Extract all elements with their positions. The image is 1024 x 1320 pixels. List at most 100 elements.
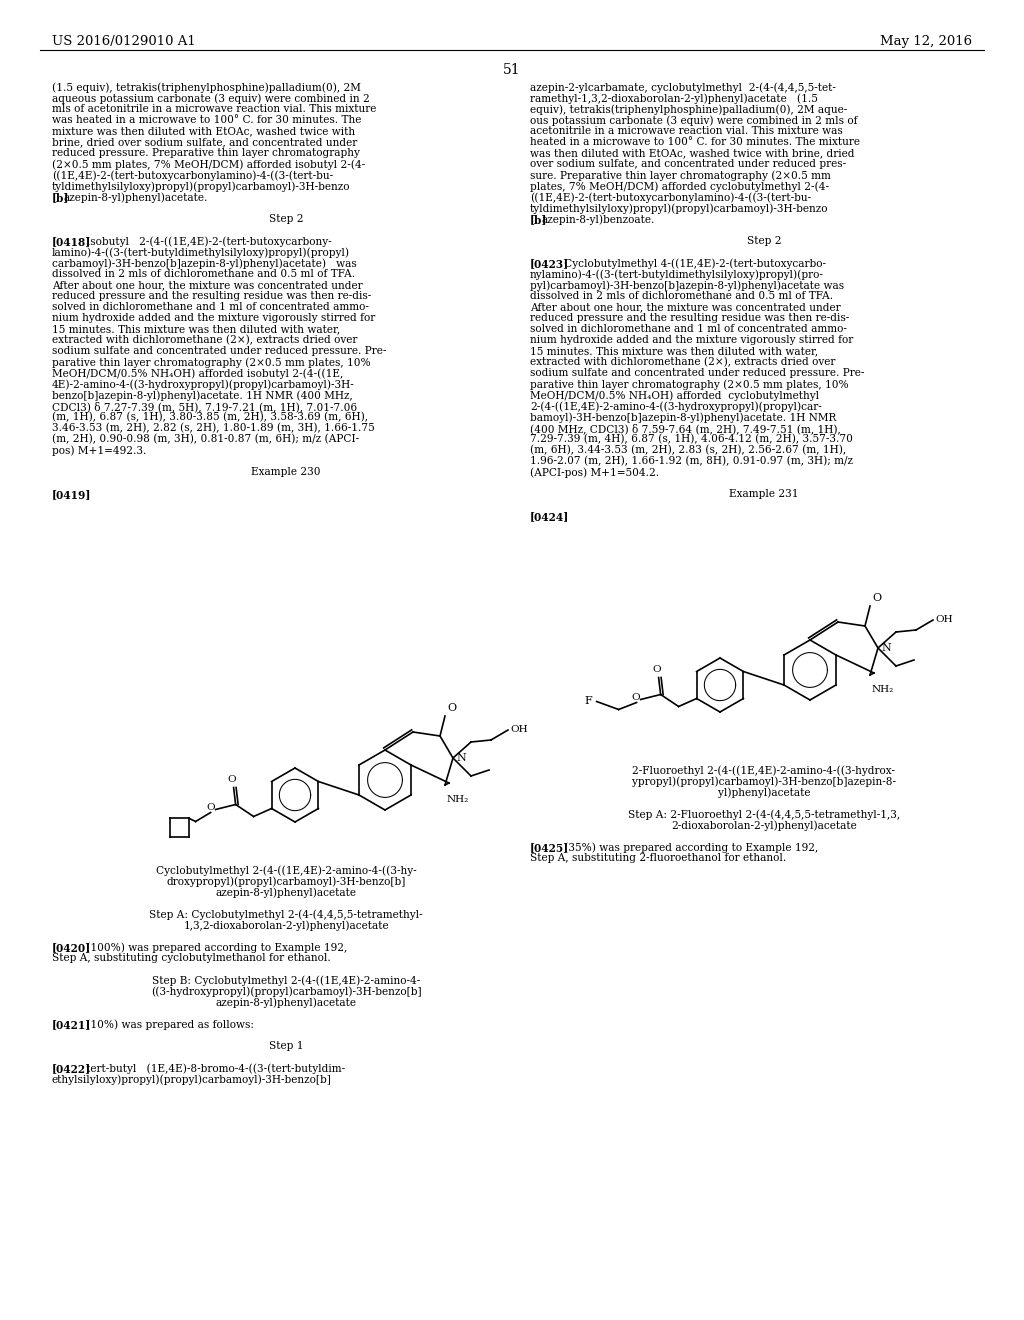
Text: azepin-2-ylcarbamate, cyclobutylmethyl  2-(4-(4,4,5,5-tet-: azepin-2-ylcarbamate, cyclobutylmethyl 2… — [530, 82, 836, 92]
Text: 2-(4-((1E,4E)-2-amino-4-((3-hydroxypropyl)(propyl)car-: 2-(4-((1E,4E)-2-amino-4-((3-hydroxypropy… — [530, 401, 821, 412]
Text: acetonitrile in a microwave reaction vial. This mixture was: acetonitrile in a microwave reaction via… — [530, 125, 843, 136]
Text: reduced pressure. Preparative thin layer chromatography: reduced pressure. Preparative thin layer… — [52, 148, 359, 158]
Text: ethylsilyloxy)propyl)(propyl)carbamoyl)-3H-benzo[b]: ethylsilyloxy)propyl)(propyl)carbamoyl)-… — [52, 1074, 332, 1085]
Text: reduced pressure and the resulting residue was then re-dis-: reduced pressure and the resulting resid… — [530, 313, 849, 323]
Text: 2-dioxaborolan-2-yl)phenyl)acetate: 2-dioxaborolan-2-yl)phenyl)acetate — [671, 820, 857, 830]
Text: Step A, substituting cyclobutylmethanol for ethanol.: Step A, substituting cyclobutylmethanol … — [52, 953, 331, 964]
Text: mixture was then diluted with EtOAc, washed twice with: mixture was then diluted with EtOAc, was… — [52, 125, 355, 136]
Text: NH₂: NH₂ — [872, 685, 894, 694]
Text: 3.46-3.53 (m, 2H), 2.82 (s, 2H), 1.80-1.89 (m, 3H), 1.66-1.75: 3.46-3.53 (m, 2H), 2.82 (s, 2H), 1.80-1.… — [52, 422, 375, 433]
Text: (2×0.5 mm plates, 7% MeOH/DCM) afforded isobutyl 2-(4-: (2×0.5 mm plates, 7% MeOH/DCM) afforded … — [52, 158, 366, 169]
Text: (100%) was prepared according to Example 192,: (100%) was prepared according to Example… — [76, 942, 347, 953]
Text: Cyclobutylmethyl 2-(4-((1E,4E)-2-amino-4-((3-hy-: Cyclobutylmethyl 2-(4-((1E,4E)-2-amino-4… — [156, 865, 417, 875]
Text: [0423]: [0423] — [530, 257, 569, 269]
Text: O: O — [227, 776, 236, 784]
Text: Cyclobutylmethyl 4-((1E,4E)-2-(tert-butoxycarbo-: Cyclobutylmethyl 4-((1E,4E)-2-(tert-buto… — [554, 257, 825, 268]
Text: brine, dried over sodium sulfate, and concentrated under: brine, dried over sodium sulfate, and co… — [52, 137, 357, 147]
Text: Step 1: Step 1 — [268, 1041, 303, 1051]
Text: 15 minutes. This mixture was then diluted with water,: 15 minutes. This mixture was then dilute… — [530, 346, 818, 356]
Text: reduced pressure and the resulting residue was then re-dis-: reduced pressure and the resulting resid… — [52, 290, 372, 301]
Text: tyldimethylsilyloxy)propyl)(propyl)carbamoyl)-3H-benzo: tyldimethylsilyloxy)propyl)(propyl)carba… — [52, 181, 350, 191]
Text: solved in dichloromethane and 1 ml of concentrated ammo-: solved in dichloromethane and 1 ml of co… — [52, 302, 369, 312]
Text: [b]: [b] — [52, 191, 70, 203]
Text: parative thin layer chromatography (2×0.5 mm plates, 10%: parative thin layer chromatography (2×0.… — [530, 379, 849, 389]
Text: heated in a microwave to 100° C. for 30 minutes. The mixture: heated in a microwave to 100° C. for 30 … — [530, 137, 860, 147]
Text: MeOH/DCM/0.5% NH₄OH) afforded  cyclobutylmethyl: MeOH/DCM/0.5% NH₄OH) afforded cyclobutyl… — [530, 389, 819, 400]
Text: ((3-hydroxypropyl)(propyl)carbamoyl)-3H-benzo[b]: ((3-hydroxypropyl)(propyl)carbamoyl)-3H-… — [151, 986, 421, 997]
Text: NH₂: NH₂ — [447, 795, 469, 804]
Text: nium hydroxide added and the mixture vigorously stirred for: nium hydroxide added and the mixture vig… — [52, 313, 375, 323]
Text: ypropyl)(propyl)carbamoyl)-3H-benzo[b]azepin-8-: ypropyl)(propyl)carbamoyl)-3H-benzo[b]az… — [632, 776, 896, 787]
Text: solved in dichloromethane and 1 ml of concentrated ammo-: solved in dichloromethane and 1 ml of co… — [530, 323, 847, 334]
Text: [0419]: [0419] — [52, 488, 91, 500]
Text: dissolved in 2 mls of dichloromethane and 0.5 ml of TFA.: dissolved in 2 mls of dichloromethane an… — [530, 290, 834, 301]
Text: aqueous potassium carbonate (3 equiv) were combined in 2: aqueous potassium carbonate (3 equiv) we… — [52, 92, 370, 103]
Text: O: O — [872, 593, 881, 603]
Text: equiv), tetrakis(triphenylphosphine)palladium(0), 2M aque-: equiv), tetrakis(triphenylphosphine)pall… — [530, 104, 847, 115]
Text: tert-butyl   (1E,4E)-8-bromo-4-((3-(tert-butyldim-: tert-butyl (1E,4E)-8-bromo-4-((3-(tert-b… — [76, 1063, 345, 1073]
Text: extracted with dichloromethane (2×), extracts dried over: extracted with dichloromethane (2×), ext… — [530, 356, 836, 367]
Text: (35%) was prepared according to Example 192,: (35%) was prepared according to Example … — [554, 842, 818, 853]
Text: (m, 2H), 0.90-0.98 (m, 3H), 0.81-0.87 (m, 6H); m/z (APCI-: (m, 2H), 0.90-0.98 (m, 3H), 0.81-0.87 (m… — [52, 434, 359, 445]
Text: sodium sulfate and concentrated under reduced pressure. Pre-: sodium sulfate and concentrated under re… — [530, 368, 864, 378]
Text: [0421]: [0421] — [52, 1019, 91, 1030]
Text: CDCl3) δ 7.27-7.39 (m, 5H), 7.19-7.21 (m, 1H), 7.01-7.06: CDCl3) δ 7.27-7.39 (m, 5H), 7.19-7.21 (m… — [52, 401, 357, 412]
Text: Step 2: Step 2 — [746, 236, 781, 246]
Text: was then diluted with EtOAc, washed twice with brine, dried: was then diluted with EtOAc, washed twic… — [530, 148, 854, 158]
Text: N: N — [456, 752, 466, 763]
Text: yl)phenyl)acetate: yl)phenyl)acetate — [718, 787, 810, 797]
Text: (APCI-pos) M+1=504.2.: (APCI-pos) M+1=504.2. — [530, 467, 659, 478]
Text: Step 2: Step 2 — [268, 214, 303, 224]
Text: Step A: 2-Fluoroethyl 2-(4-(4,4,5,5-tetramethyl-1,3,: Step A: 2-Fluoroethyl 2-(4-(4,4,5,5-tetr… — [628, 809, 900, 820]
Text: [0424]: [0424] — [530, 511, 569, 521]
Text: O: O — [206, 803, 215, 812]
Text: over sodium sulfate, and concentrated under reduced pres-: over sodium sulfate, and concentrated un… — [530, 158, 846, 169]
Text: nium hydroxide added and the mixture vigorously stirred for: nium hydroxide added and the mixture vig… — [530, 335, 853, 345]
Text: tyldimethylsilyloxy)propyl)(propyl)carbamoyl)-3H-benzo: tyldimethylsilyloxy)propyl)(propyl)carba… — [530, 203, 828, 214]
Text: 7.29-7.39 (m, 4H), 6.87 (s, 1H), 4.06-4.12 (m, 2H), 3.57-3.70: 7.29-7.39 (m, 4H), 6.87 (s, 1H), 4.06-4.… — [530, 434, 853, 445]
Text: OH: OH — [935, 615, 952, 624]
Text: [0420]: [0420] — [52, 942, 91, 953]
Text: US 2016/0129010 A1: US 2016/0129010 A1 — [52, 36, 196, 48]
Text: 51: 51 — [503, 63, 521, 77]
Text: azepin-8-yl)benzoate.: azepin-8-yl)benzoate. — [542, 214, 655, 224]
Text: pos) M+1=492.3.: pos) M+1=492.3. — [52, 445, 146, 455]
Text: Isobutyl   2-(4-((1E,4E)-2-(tert-butoxycarbony-: Isobutyl 2-(4-((1E,4E)-2-(tert-butoxycar… — [76, 236, 332, 247]
Text: was heated in a microwave to 100° C. for 30 minutes. The: was heated in a microwave to 100° C. for… — [52, 115, 361, 125]
Text: azepin-8-yl)phenyl)acetate: azepin-8-yl)phenyl)acetate — [215, 887, 356, 898]
Text: ((1E,4E)-2-(tert-butoxycarbonylamino)-4-((3-(tert-bu-: ((1E,4E)-2-(tert-butoxycarbonylamino)-4-… — [530, 191, 811, 202]
Text: [0418]: [0418] — [52, 236, 91, 247]
Text: [b]: [b] — [530, 214, 548, 224]
Text: Example 230: Example 230 — [251, 467, 321, 477]
Text: ((1E,4E)-2-(tert-butoxycarbonylamino)-4-((3-(tert-bu-: ((1E,4E)-2-(tert-butoxycarbonylamino)-4-… — [52, 170, 333, 181]
Text: O: O — [652, 665, 660, 675]
Text: After about one hour, the mixture was concentrated under: After about one hour, the mixture was co… — [52, 280, 362, 290]
Text: sodium sulfate and concentrated under reduced pressure. Pre-: sodium sulfate and concentrated under re… — [52, 346, 386, 356]
Text: carbamoyl)-3H-benzo[b]azepin-8-yl)phenyl)acetate)   was: carbamoyl)-3H-benzo[b]azepin-8-yl)phenyl… — [52, 257, 356, 268]
Text: Step B: Cyclobutylmethyl 2-(4-((1E,4E)-2-amino-4-: Step B: Cyclobutylmethyl 2-(4-((1E,4E)-2… — [152, 975, 420, 986]
Text: ous potassium carbonate (3 equiv) were combined in 2 mls of: ous potassium carbonate (3 equiv) were c… — [530, 115, 857, 125]
Text: May 12, 2016: May 12, 2016 — [880, 36, 972, 48]
Text: (m, 6H), 3.44-3.53 (m, 2H), 2.83 (s, 2H), 2.56-2.67 (m, 1H),: (m, 6H), 3.44-3.53 (m, 2H), 2.83 (s, 2H)… — [530, 445, 846, 455]
Text: lamino)-4-((3-(tert-butyldimethylsilyloxy)propyl)(propyl): lamino)-4-((3-(tert-butyldimethylsilylox… — [52, 247, 350, 257]
Text: extracted with dichloromethane (2×), extracts dried over: extracted with dichloromethane (2×), ext… — [52, 335, 357, 346]
Text: nylamino)-4-((3-(tert-butyldimethylsilyloxy)propyl)(pro-: nylamino)-4-((3-(tert-butyldimethylsilyl… — [530, 269, 824, 280]
Text: benzo[b]azepin-8-yl)phenyl)acetate. 1H NMR (400 MHz,: benzo[b]azepin-8-yl)phenyl)acetate. 1H N… — [52, 389, 352, 400]
Text: sure. Preparative thin layer chromatography (2×0.5 mm: sure. Preparative thin layer chromatogra… — [530, 170, 830, 181]
Text: dissolved in 2 mls of dichloromethane and 0.5 ml of TFA.: dissolved in 2 mls of dichloromethane an… — [52, 269, 355, 279]
Text: (1.5 equiv), tetrakis(triphenylphosphine)palladium(0), 2M: (1.5 equiv), tetrakis(triphenylphosphine… — [52, 82, 360, 92]
Text: 1.96-2.07 (m, 2H), 1.66-1.92 (m, 8H), 0.91-0.97 (m, 3H); m/z: 1.96-2.07 (m, 2H), 1.66-1.92 (m, 8H), 0.… — [530, 455, 853, 466]
Text: 2-Fluoroethyl 2-(4-((1E,4E)-2-amino-4-((3-hydrox-: 2-Fluoroethyl 2-(4-((1E,4E)-2-amino-4-((… — [633, 766, 896, 776]
Text: (m, 1H), 6.87 (s, 1H), 3.80-3.85 (m, 2H), 3.58-3.69 (m, 6H),: (m, 1H), 6.87 (s, 1H), 3.80-3.85 (m, 2H)… — [52, 412, 368, 422]
Text: 15 minutes. This mixture was then diluted with water,: 15 minutes. This mixture was then dilute… — [52, 323, 340, 334]
Text: bamoyl)-3H-benzo[b]azepin-8-yl)phenyl)acetate. 1H NMR: bamoyl)-3H-benzo[b]azepin-8-yl)phenyl)ac… — [530, 412, 837, 422]
Text: ramethyl-1,3,2-dioxaborolan-2-yl)phenyl)acetate   (1.5: ramethyl-1,3,2-dioxaborolan-2-yl)phenyl)… — [530, 92, 818, 103]
Text: Example 231: Example 231 — [729, 488, 799, 499]
Text: MeOH/DCM/0.5% NH₄OH) afforded isobutyl 2-(4-((1E,: MeOH/DCM/0.5% NH₄OH) afforded isobutyl 2… — [52, 368, 343, 379]
Text: F: F — [585, 697, 593, 706]
Text: OH: OH — [510, 726, 527, 734]
Text: pyl)carbamoyl)-3H-benzo[b]azepin-8-yl)phenyl)acetate was: pyl)carbamoyl)-3H-benzo[b]azepin-8-yl)ph… — [530, 280, 844, 290]
Text: azepin-8-yl)phenyl)acetate: azepin-8-yl)phenyl)acetate — [215, 997, 356, 1007]
Text: N: N — [881, 643, 891, 653]
Text: [0425]: [0425] — [530, 842, 569, 853]
